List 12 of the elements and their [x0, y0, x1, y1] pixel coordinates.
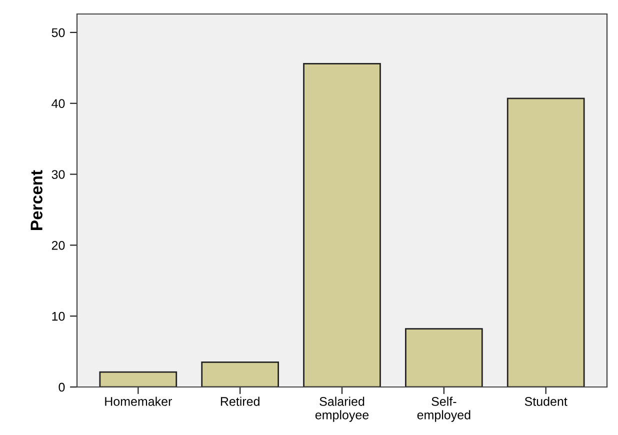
y-tick-label: 10: [52, 312, 65, 321]
x-tick-label: Homemaker: [105, 396, 172, 406]
x-tick-label: Salaried employee: [315, 396, 369, 422]
y-tick-label: 40: [52, 99, 65, 108]
x-tick-label: Self- employed: [417, 396, 470, 422]
x-tick-label: Retired: [220, 396, 260, 406]
y-tick-label: 50: [52, 28, 65, 38]
x-tick-label: Student: [524, 396, 568, 406]
y-tick-label: 0: [58, 382, 65, 392]
y-tick-label: 20: [52, 240, 65, 250]
y-axis-title: Percent: [30, 170, 42, 230]
y-tick-label: 30: [52, 170, 65, 179]
